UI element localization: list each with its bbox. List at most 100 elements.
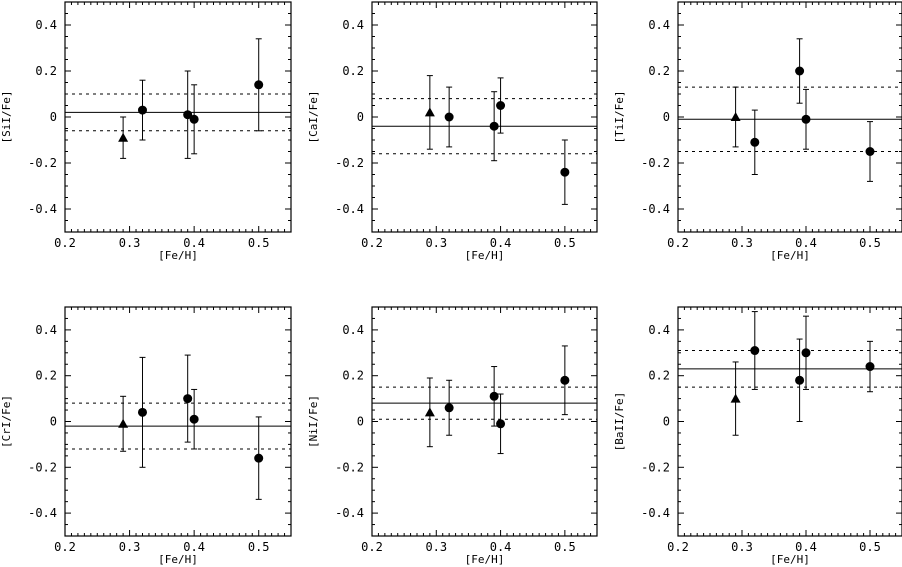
x-tick-label: 0.2	[54, 540, 76, 554]
panel-1: 0.2 0.3 0.4 0.5-0.4-0.200.20.4[Fe/H][SiI/Fe…	[0, 1, 292, 262]
y-tick-label: 0.4	[35, 18, 57, 32]
y-axis-title: [TiI/Fe]	[613, 91, 626, 144]
y-tick-label: 0.2	[648, 369, 670, 383]
y-tick-label: -0.4	[641, 506, 670, 520]
x-tick-label: 0.4	[183, 540, 205, 554]
x-axis-title: [Fe/H]	[158, 249, 198, 262]
y-tick-label: 0.2	[35, 369, 57, 383]
x-tick-label: 0.4	[795, 236, 817, 250]
x-tick-label: 0.3	[731, 236, 753, 250]
y-tick-label: -0.2	[641, 156, 670, 170]
panel-3: 0.2 0.3 0.4 0.5-0.4-0.200.20.4[Fe/H][TiI/Fe…	[613, 1, 902, 262]
triangle-marker	[424, 407, 435, 417]
x-tick-label: 0.5	[859, 540, 881, 554]
triangle-marker	[118, 132, 129, 142]
circle-marker	[189, 414, 199, 424]
y-tick-label: -0.2	[641, 460, 670, 474]
circle-marker	[560, 167, 570, 177]
circle-marker	[254, 80, 264, 90]
x-tick-label: 0.4	[795, 540, 817, 554]
y-tick-label: 0.4	[648, 18, 670, 32]
x-tick-label: 0.2	[667, 540, 689, 554]
circle-marker	[560, 375, 570, 385]
circle-marker	[750, 137, 760, 147]
y-tick-label: -0.4	[28, 202, 57, 216]
panel-2: 0.2 0.3 0.4 0.5-0.4-0.200.20.4[Fe/H][CaI/Fe…	[307, 1, 598, 262]
x-tick-label: 0.5	[554, 236, 576, 250]
x-tick-label: 0.3	[731, 540, 753, 554]
y-tick-label: 0.2	[342, 64, 364, 78]
circle-marker	[496, 419, 506, 429]
circle-marker	[254, 453, 264, 463]
y-tick-label: 0.4	[35, 323, 57, 337]
circle-marker	[865, 362, 875, 372]
panel-5: 0.2 0.3 0.4 0.5-0.4-0.200.20.4[Fe/H][NiI/Fe…	[307, 306, 598, 566]
x-tick-label: 0.2	[54, 236, 76, 250]
x-axis-title: [Fe/H]	[770, 553, 810, 566]
circle-marker	[795, 66, 805, 76]
circle-marker	[137, 407, 147, 417]
y-tick-label: -0.2	[28, 156, 57, 170]
circle-marker	[189, 114, 199, 124]
panel-6: 0.2 0.3 0.4 0.5-0.4-0.200.20.4[Fe/H][BaII/F…	[613, 306, 902, 566]
y-tick-label: 0.2	[342, 369, 364, 383]
x-tick-label: 0.2	[361, 236, 383, 250]
y-tick-label: -0.4	[641, 202, 670, 216]
x-axis-title: [Fe/H]	[465, 553, 505, 566]
x-tick-label: 0.2	[667, 236, 689, 250]
plot-frame	[371, 1, 598, 233]
circle-marker	[489, 121, 499, 131]
circle-marker	[489, 391, 499, 401]
y-axis-title: [NiI/Fe]	[307, 395, 320, 448]
y-tick-label: 0.4	[342, 323, 364, 337]
triangle-marker	[730, 112, 741, 121]
plot-frame	[677, 1, 902, 233]
triangle-marker	[118, 418, 129, 428]
x-axis-title: [Fe/H]	[158, 553, 198, 566]
circle-marker	[183, 110, 193, 120]
y-tick-label: 0	[50, 110, 57, 124]
y-tick-label: -0.2	[335, 156, 364, 170]
circle-marker	[183, 394, 193, 404]
y-tick-label: 0.4	[342, 18, 364, 32]
y-tick-label: 0	[663, 110, 670, 124]
y-tick-label: -0.2	[335, 460, 364, 474]
plot-frame	[64, 306, 292, 537]
x-axis-title: [Fe/H]	[770, 249, 810, 262]
y-tick-label: -0.4	[335, 506, 364, 520]
circle-marker	[795, 375, 805, 385]
x-tick-label: 0.3	[119, 236, 141, 250]
circle-marker	[801, 348, 811, 358]
x-tick-label: 0.4	[183, 236, 205, 250]
circle-marker	[444, 403, 454, 413]
y-tick-label: 0	[50, 415, 57, 429]
y-tick-label: 0	[357, 110, 364, 124]
y-tick-label: 0.2	[35, 64, 57, 78]
y-tick-label: -0.4	[28, 506, 57, 520]
x-tick-label: 0.4	[490, 540, 512, 554]
y-axis-title: [CrI/Fe]	[0, 395, 13, 448]
x-tick-label: 0.5	[859, 236, 881, 250]
x-tick-label: 0.5	[554, 540, 576, 554]
x-tick-label: 0.5	[248, 540, 270, 554]
circle-marker	[496, 101, 506, 110]
x-tick-label: 0.2	[361, 540, 383, 554]
triangle-marker	[730, 393, 741, 403]
circle-marker	[750, 346, 760, 356]
x-tick-label: 0.5	[248, 236, 270, 250]
y-tick-label: 0	[663, 415, 670, 429]
x-tick-label: 0.3	[119, 540, 141, 554]
circle-marker	[444, 112, 454, 122]
y-axis-title: [CaI/Fe]	[307, 91, 320, 144]
panel-4: 0.2 0.3 0.4 0.5-0.4-0.200.20.4[Fe/H][CrI/Fe…	[0, 306, 292, 566]
x-axis-title: [Fe/H]	[465, 249, 505, 262]
y-tick-label: -0.4	[335, 202, 364, 216]
y-tick-label: -0.2	[28, 460, 57, 474]
y-tick-label: 0.2	[648, 64, 670, 78]
x-tick-label: 0.3	[425, 540, 447, 554]
circle-marker	[801, 114, 811, 124]
y-tick-label: 0.4	[648, 323, 670, 337]
circle-marker	[137, 105, 147, 115]
triangle-marker	[424, 107, 435, 117]
